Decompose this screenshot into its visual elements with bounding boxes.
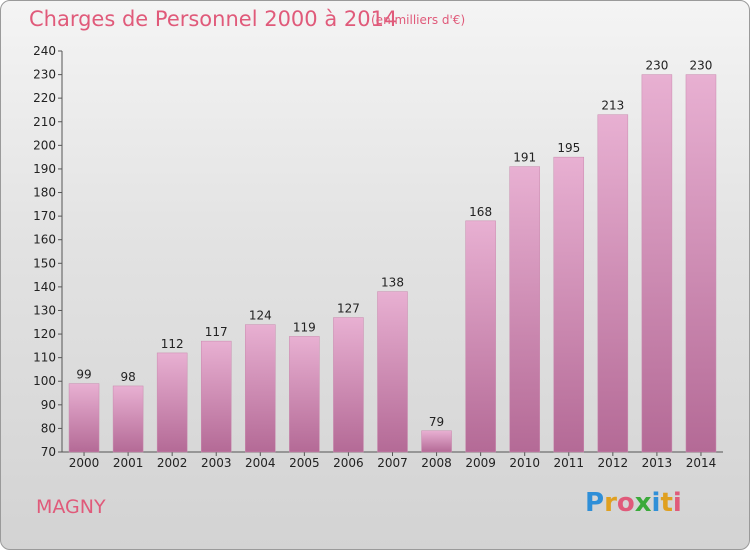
- y-tick-label: 160: [33, 233, 56, 247]
- bar: [377, 291, 408, 453]
- y-tick-label: 220: [33, 91, 56, 105]
- bar-value-label: 112: [161, 337, 184, 351]
- x-tick-label: 2006: [333, 456, 364, 470]
- bar-value-label: 168: [469, 205, 492, 219]
- x-tick-label: 2012: [598, 456, 629, 470]
- x-tick-label: 2004: [245, 456, 276, 470]
- y-tick-label: 190: [33, 162, 56, 176]
- commune-name: MAGNY: [36, 496, 106, 518]
- bar: [685, 74, 717, 453]
- bar: [465, 220, 496, 453]
- bar-value-label: 138: [381, 276, 404, 290]
- y-tick-label: 200: [33, 138, 56, 152]
- bar-value-label: 119: [293, 320, 316, 334]
- y-tick-label: 130: [33, 303, 56, 317]
- bar: [200, 340, 232, 453]
- logo-letter: i: [672, 488, 682, 518]
- y-tick-label: 100: [33, 374, 56, 388]
- bar-value-label: 213: [601, 99, 624, 113]
- y-tick-label: 110: [33, 351, 56, 365]
- x-tick-label: 2002: [157, 456, 188, 470]
- bar: [509, 166, 540, 453]
- bar-value-label: 230: [690, 59, 713, 73]
- bar: [333, 317, 364, 453]
- x-tick-label: 2008: [421, 456, 452, 470]
- bar-value-label: 191: [513, 151, 536, 165]
- bar-value-label: 195: [557, 141, 580, 155]
- logo-letter: x: [634, 488, 652, 518]
- y-tick-label: 230: [33, 68, 56, 82]
- bar: [112, 385, 144, 453]
- bar-value-label: 117: [205, 325, 228, 339]
- bar-value-label: 127: [337, 302, 360, 316]
- chart-title: Charges de Personnel 2000 à 2014: [29, 7, 398, 31]
- y-tick-label: 70: [41, 445, 56, 459]
- bar: [553, 156, 585, 453]
- bar: [597, 114, 629, 453]
- y-tick-label: 240: [33, 44, 56, 58]
- y-tick-label: 180: [33, 186, 56, 200]
- y-tick-label: 140: [33, 280, 56, 294]
- y-tick-label: 90: [41, 398, 56, 412]
- x-tick-label: 2000: [69, 456, 100, 470]
- chart-subtitle: (en milliers d'€): [371, 13, 466, 27]
- x-tick-label: 2001: [113, 456, 144, 470]
- x-tick-label: 2003: [201, 456, 232, 470]
- logo-letter: i: [651, 488, 661, 518]
- x-tick-label: 2011: [553, 456, 584, 470]
- logo-letter: o: [616, 488, 635, 518]
- bar: [641, 74, 673, 453]
- y-tick-label: 80: [41, 421, 56, 435]
- bar: [68, 383, 100, 453]
- x-tick-label: 2013: [642, 456, 673, 470]
- y-tick-label: 150: [33, 256, 56, 270]
- bar: [421, 430, 452, 453]
- x-tick-label: 2005: [289, 456, 320, 470]
- x-tick-label: 2014: [686, 456, 717, 470]
- bar-value-label: 124: [249, 309, 272, 323]
- x-tick-label: 2010: [509, 456, 540, 470]
- bar-value-label: 99: [76, 368, 91, 382]
- logo-letter: r: [604, 488, 617, 518]
- y-tick-label: 120: [33, 327, 56, 341]
- bar: [289, 336, 320, 453]
- bar-value-label: 79: [429, 415, 444, 429]
- bar-value-label: 230: [645, 59, 668, 73]
- x-tick-label: 2007: [377, 456, 408, 470]
- logo-letter: t: [660, 488, 673, 518]
- bar-value-label: 98: [120, 370, 135, 384]
- proxiti-logo: Proxiti: [585, 488, 682, 518]
- bar: [245, 324, 276, 453]
- y-tick-label: 210: [33, 115, 56, 129]
- bar: [156, 352, 188, 453]
- x-tick-label: 2009: [465, 456, 496, 470]
- logo-letter: P: [585, 488, 605, 518]
- y-tick-label: 170: [33, 209, 56, 223]
